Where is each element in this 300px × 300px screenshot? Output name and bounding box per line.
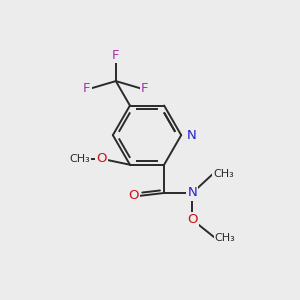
Text: O: O [97,152,107,165]
Text: F: F [83,82,91,95]
Text: O: O [128,189,139,203]
Text: CH₃: CH₃ [213,169,234,179]
Text: O: O [187,213,198,226]
Text: F: F [112,49,120,62]
Text: N: N [187,129,196,142]
Text: N: N [188,187,197,200]
Text: F: F [141,82,148,95]
Text: CH₃: CH₃ [214,232,236,243]
Text: CH₃: CH₃ [69,154,90,164]
